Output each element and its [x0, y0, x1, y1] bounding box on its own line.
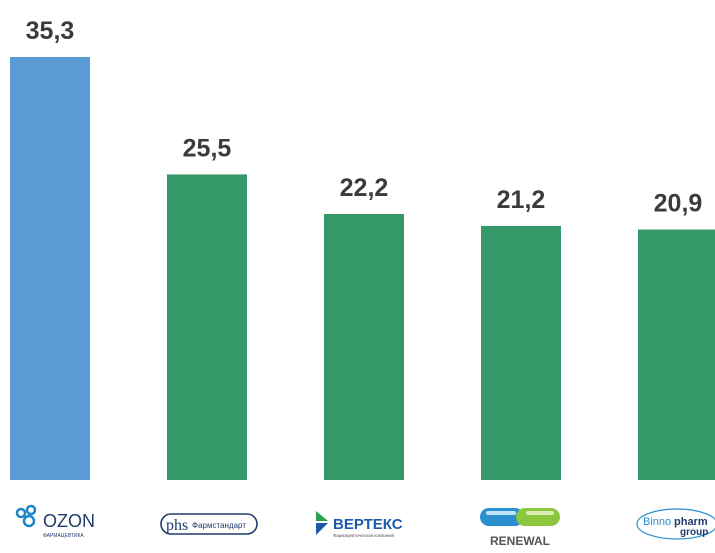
binnopharm-logo-pharm: pharm	[674, 516, 708, 528]
binnopharm-logo-group: group	[680, 527, 708, 538]
renewal-logo: RENEWAL	[465, 500, 575, 548]
ozon-logo: OZON ФАРМАЦЕВТИКА	[8, 500, 118, 548]
renewal-logo-name: RENEWAL	[490, 534, 550, 548]
vertex-logo: ВЕРТЕКС Фармацевтическая компания	[310, 500, 420, 548]
bar-2	[324, 213, 404, 480]
value-label-4: 20,9	[654, 190, 703, 218]
value-label-1: 25,5	[183, 134, 232, 162]
pharmstandard-logo: phs Фармстандарт	[154, 500, 264, 548]
bar-0	[10, 57, 90, 480]
bar-1	[167, 174, 247, 481]
binnopharm-logo-binno: Binno	[643, 516, 671, 528]
pharmstandard-logo-name: Фармстандарт	[192, 521, 246, 530]
value-label-0: 35,3	[26, 17, 75, 45]
pharmstandard-logo-mark: phs	[166, 517, 188, 534]
vertex-logo-sub: Фармацевтическая компания	[333, 533, 395, 538]
bar-3	[481, 225, 561, 480]
ozon-logo-sub: ФАРМАЦЕВТИКА	[43, 533, 84, 539]
value-label-3: 21,2	[497, 186, 546, 214]
value-label-2: 22,2	[340, 174, 389, 202]
binnopharm-logo: Binno pharm group	[622, 500, 715, 548]
ozon-logo-name: OZON	[43, 511, 95, 531]
bar-4	[638, 229, 715, 480]
vertex-logo-name: ВЕРТЕКС	[333, 516, 403, 533]
